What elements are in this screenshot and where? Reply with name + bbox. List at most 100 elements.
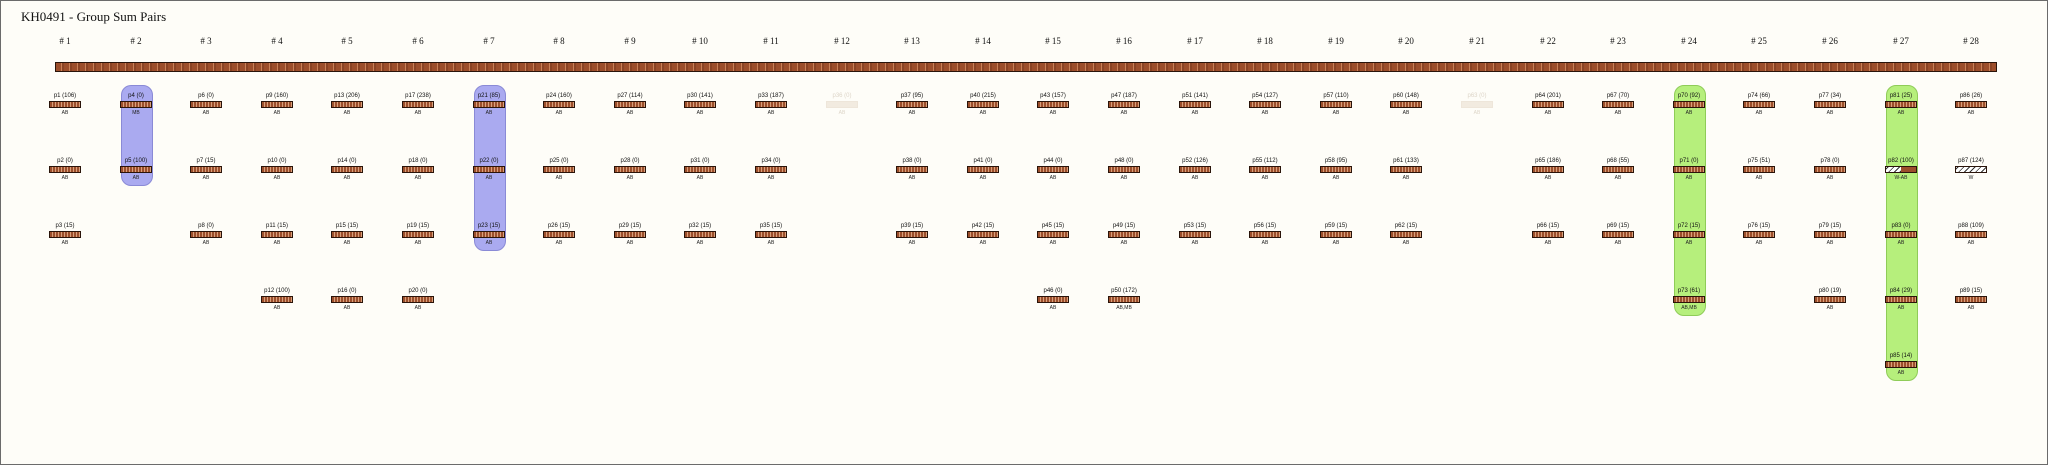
item-bar — [967, 101, 999, 108]
item-bar — [1249, 231, 1281, 238]
group-item: p85 (14) AB — [1879, 353, 1923, 376]
item-type: AB — [414, 305, 422, 311]
item-bar — [543, 231, 575, 238]
item-bar — [331, 296, 363, 303]
item-type: AB — [414, 240, 422, 246]
item-bar — [261, 101, 293, 108]
item-label: p74 (66) — [1747, 93, 1771, 99]
item-bar — [1179, 231, 1211, 238]
item-type: AB — [343, 175, 351, 181]
item-label: p41 (0) — [973, 158, 993, 164]
item-bar — [1885, 231, 1917, 238]
item-bar — [755, 166, 787, 173]
item-bar — [1037, 101, 1069, 108]
item-type: AB,MB — [1116, 305, 1132, 311]
item-label: p15 (15) — [335, 223, 359, 229]
item-bar — [1390, 166, 1422, 173]
item-bar — [1532, 166, 1564, 173]
item-type: AB — [1402, 175, 1410, 181]
group-item: p4 (0) MB — [114, 93, 158, 116]
item-label: p73 (61) — [1677, 288, 1701, 294]
item-bar — [402, 296, 434, 303]
item-bar — [1249, 101, 1281, 108]
group-bar — [55, 62, 1997, 72]
column-header: # 19 — [1328, 36, 1344, 46]
item-type: AB — [908, 240, 916, 246]
item-type: AB — [202, 240, 210, 246]
item-type: AB — [1755, 240, 1763, 246]
item-type: AB — [1755, 175, 1763, 181]
column-header: # 8 — [553, 36, 565, 46]
group-item: p84 (29) AB — [1879, 288, 1923, 311]
item-type: AB — [1261, 110, 1269, 116]
item-type: AB — [273, 110, 281, 116]
item-type: AB — [696, 240, 704, 246]
item-bar — [1037, 166, 1069, 173]
item-label: p84 (29) — [1889, 288, 1913, 294]
item-bar — [614, 101, 646, 108]
column-header: # 21 — [1469, 36, 1485, 46]
item-label: p49 (15) — [1112, 223, 1136, 229]
item-bar — [1885, 296, 1917, 303]
item-bar — [1743, 101, 1775, 108]
page-title: KH0491 - Group Sum Pairs — [21, 9, 167, 24]
group-item: p82 (100) W-AB — [1879, 158, 1923, 181]
group-item: p44 (0) AB — [1031, 158, 1075, 181]
group-item: p35 (15) AB — [749, 223, 793, 246]
item-bar — [755, 101, 787, 108]
group-item: p76 (15) AB — [1737, 223, 1781, 246]
item-type: AB — [1685, 240, 1693, 246]
item-bar — [49, 231, 81, 238]
item-type: AB — [626, 175, 634, 181]
item-label: p6 (0) — [198, 93, 214, 99]
item-bar — [1249, 166, 1281, 173]
item-type: W — [1968, 175, 1974, 181]
item-bar — [1532, 231, 1564, 238]
item-bar — [684, 101, 716, 108]
item-label: p2 (0) — [57, 158, 73, 164]
item-bar — [473, 101, 505, 108]
item-label: p20 (0) — [408, 288, 428, 294]
item-label: p28 (0) — [620, 158, 640, 164]
item-label: p40 (215) — [970, 93, 996, 99]
group-item: p60 (148) AB — [1384, 93, 1428, 116]
group-item: p75 (51) AB — [1737, 158, 1781, 181]
column-header: # 15 — [1045, 36, 1061, 46]
item-label: p85 (14) — [1889, 353, 1913, 359]
group-item: p87 (124) W — [1949, 158, 1993, 181]
item-label: p75 (51) — [1747, 158, 1771, 164]
group-item: p22 (0) AB — [467, 158, 511, 181]
item-type: AB — [343, 110, 351, 116]
group-item: p39 (15) AB — [890, 223, 934, 246]
item-type: AB — [61, 110, 69, 116]
item-label: p51 (141) — [1182, 93, 1208, 99]
item-bar — [1602, 166, 1634, 173]
group-item: p65 (186) AB — [1526, 158, 1570, 181]
item-type: AB — [1897, 110, 1905, 116]
item-type: AB — [767, 175, 775, 181]
item-type: AB — [1120, 240, 1128, 246]
item-bar — [755, 231, 787, 238]
item-type: AB — [1897, 370, 1905, 376]
item-label: p21 (85) — [477, 93, 501, 99]
item-label: p70 (92) — [1677, 93, 1701, 99]
group-item: p8 (0) AB — [184, 223, 228, 246]
item-label: p53 (15) — [1183, 223, 1207, 229]
item-label: p82 (100) — [1888, 158, 1914, 164]
item-label: p35 (15) — [759, 223, 783, 229]
item-type: AB — [1120, 110, 1128, 116]
column-header: # 25 — [1751, 36, 1767, 46]
column-header: # 13 — [904, 36, 920, 46]
item-bar — [1673, 101, 1705, 108]
item-bar — [1673, 231, 1705, 238]
item-type: AB — [1120, 175, 1128, 181]
item-bar — [49, 166, 81, 173]
item-label: p4 (0) — [128, 93, 144, 99]
group-item: p66 (15) AB — [1526, 223, 1570, 246]
group-item: p30 (141) AB — [678, 93, 722, 116]
item-type: AB — [1967, 240, 1975, 246]
item-label: p22 (0) — [479, 158, 499, 164]
item-label: p38 (0) — [902, 158, 922, 164]
item-label: p58 (95) — [1324, 158, 1348, 164]
group-item: p36 (0) AB — [820, 93, 864, 116]
